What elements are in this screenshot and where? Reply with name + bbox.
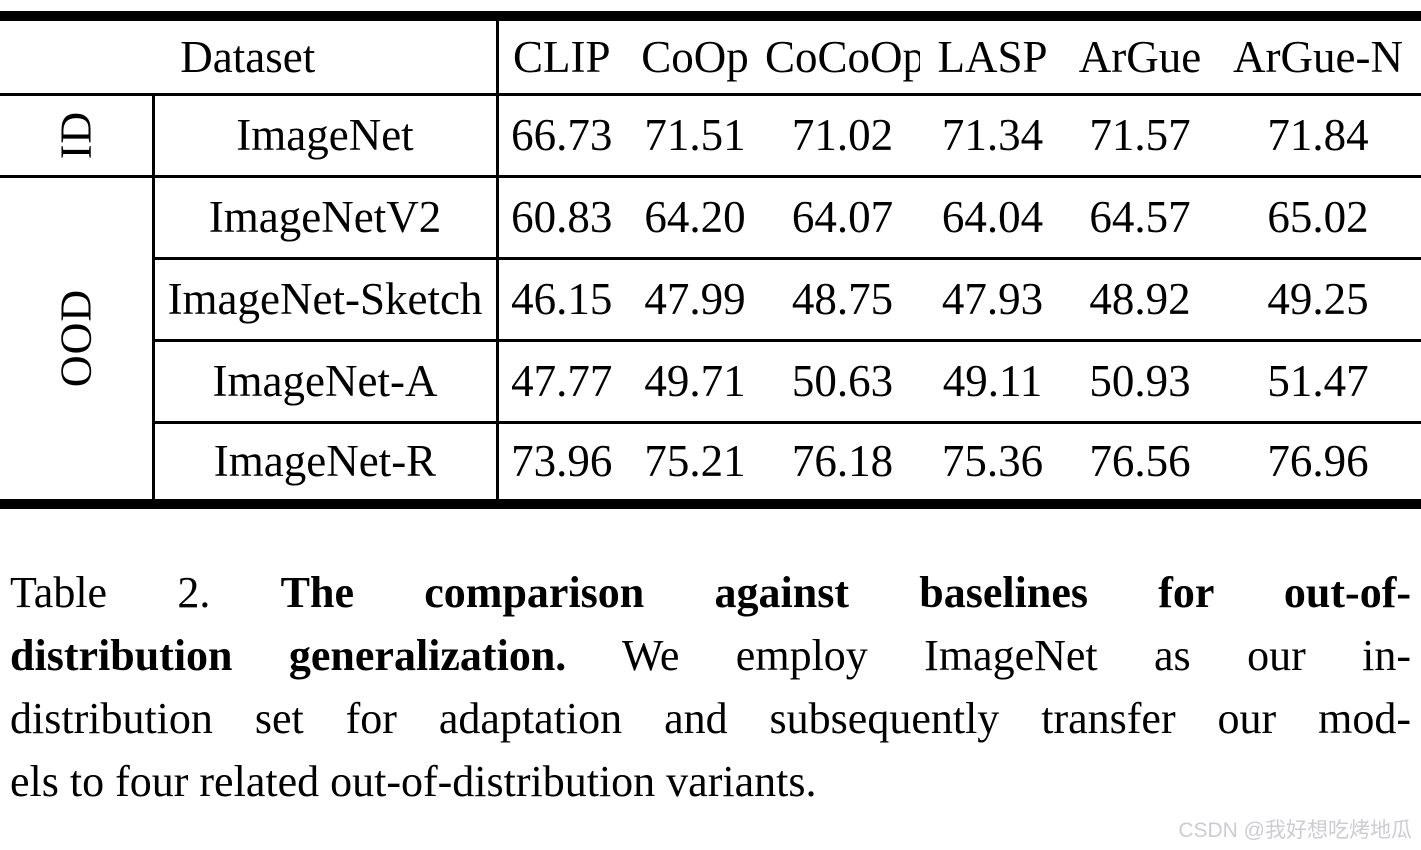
value-cell: 47.99 — [625, 258, 765, 342]
value-cell-best: 51.47 — [1215, 340, 1421, 424]
column-header-clip: CLIP — [497, 16, 625, 96]
value-cell: 64.20 — [625, 176, 765, 260]
caption-text: els to four related out-of-distribution … — [10, 757, 817, 806]
column-header-argue-n: ArGue-N — [1215, 16, 1421, 96]
value-cell: 73.96 — [511, 436, 613, 487]
value-cell: 48.92 — [1065, 258, 1215, 342]
value-cell: 76.56 — [1089, 436, 1191, 487]
column-header-lasp: LASP — [920, 16, 1065, 96]
value-cell: 64.07 — [765, 176, 920, 260]
group-label-ood: OOD — [51, 289, 101, 388]
dataset-name-cell: ImageNet — [153, 94, 499, 178]
value-cell: 49.71 — [625, 340, 765, 424]
csdn-watermark: CSDN @我好想吃烤地瓜 — [1178, 819, 1412, 842]
dataset-name-cell: ImageNet-Sketch — [153, 258, 499, 342]
caption-text: distribution set for adaptation and subs… — [10, 694, 1411, 743]
caption-line-3: distribution set for adaptation and subs… — [10, 687, 1411, 750]
value-cell: 64.04 — [920, 176, 1065, 260]
table-row-imagenet-a: ImageNet-A 47.77 49.71 50.63 49.11 50.93… — [0, 340, 1421, 424]
caption-line-2: distribution generalization. We employ I… — [10, 624, 1411, 687]
caption-bold-text: distribution generalization. — [10, 631, 567, 680]
group-label-id: ID — [51, 110, 101, 160]
value-cell: 49.11 — [920, 340, 1065, 424]
table-row-imagenet-sketch: ImageNet-Sketch 46.15 47.99 48.75 47.93 … — [0, 258, 1421, 342]
table-row-imagenetv2: OOD ImageNetV2 60.83 64.20 64.07 64.04 6… — [0, 176, 1421, 504]
caption-label: Table 2. — [10, 568, 211, 617]
dataset-name-cell: ImageNet-A — [153, 340, 499, 424]
caption-bold-text: The comparison against baselines for out… — [280, 568, 1412, 617]
table-row-imagenet: ID ImageNet 66.73 71.51 71.02 71.34 71.5… — [0, 94, 1421, 178]
value-cell: 64.57 — [1065, 176, 1215, 260]
table-row-imagenet-r: ImageNet-R 73.96 75.21 76.18 75.36 76.56… — [0, 422, 1421, 504]
group-cell-id: ID — [0, 94, 155, 178]
value-cell: 48.75 — [765, 258, 920, 342]
value-cell: 71.34 — [920, 94, 1065, 178]
value-cell: 46.15 — [497, 258, 625, 342]
dataset-name-cell: ImageNetV2 — [153, 176, 499, 260]
table-caption: Table 2. The comparison against baseline… — [10, 561, 1411, 813]
value-cell-best: 76.96 — [1267, 436, 1369, 487]
caption-line-4: els to four related out-of-distribution … — [10, 750, 1411, 813]
value-cell: 75.21 — [644, 436, 746, 487]
value-cell: 50.63 — [765, 340, 920, 424]
value-cell: 71.02 — [765, 94, 920, 178]
value-cell-best: 71.84 — [1215, 94, 1421, 178]
caption-line-1: Table 2. The comparison against baseline… — [10, 561, 1411, 624]
results-table: Dataset CLIP CoOp CoCoOp LASP ArGue ArGu… — [0, 11, 1421, 509]
value-cell: 76.18 — [791, 436, 894, 487]
value-cell: 71.51 — [625, 94, 765, 178]
column-header-cocoop: CoCoOp — [765, 16, 920, 96]
column-header-dataset: Dataset — [0, 16, 499, 96]
group-cell-ood: OOD — [0, 176, 155, 504]
value-cell: 66.73 — [497, 94, 625, 178]
value-cell: 60.83 — [497, 176, 625, 260]
value-cell-best: 49.25 — [1215, 258, 1421, 342]
caption-text: We employ ImageNet as our in- — [621, 631, 1411, 680]
dataset-name-cell: ImageNet-R — [153, 422, 499, 504]
value-cell: 75.36 — [941, 436, 1044, 487]
value-cell-best: 65.02 — [1215, 176, 1421, 260]
value-cell: 47.77 — [497, 340, 625, 424]
value-cell: 50.93 — [1065, 340, 1215, 424]
value-cell: 47.93 — [920, 258, 1065, 342]
value-cell: 71.57 — [1065, 94, 1215, 178]
table-header-row: Dataset CLIP CoOp CoCoOp LASP ArGue ArGu… — [0, 16, 1421, 96]
column-header-argue: ArGue — [1065, 16, 1215, 96]
column-header-coop: CoOp — [625, 16, 765, 96]
